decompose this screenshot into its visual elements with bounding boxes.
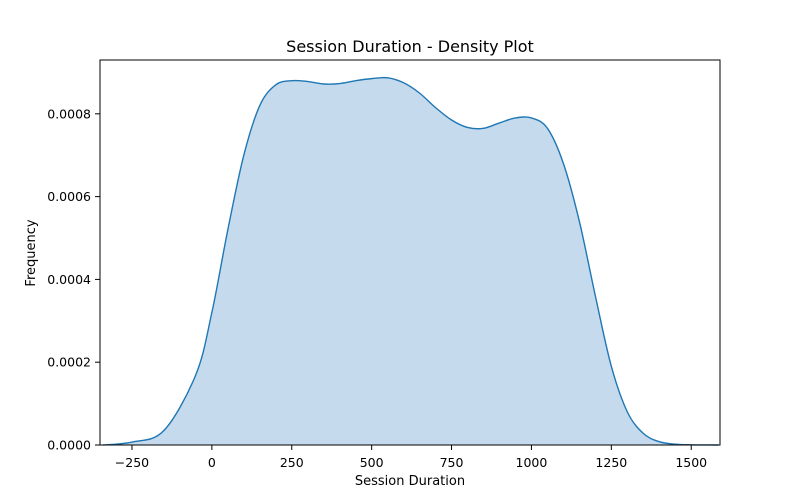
axes-frame	[99, 59, 721, 446]
x-tick-label: 1500	[675, 455, 707, 470]
y-axis: 0.0000 0.0002 0.0004 0.0006 0.0008	[47, 106, 100, 453]
y-axis-label: Frequency	[24, 219, 39, 286]
x-tick-label: 1000	[516, 455, 548, 470]
x-tick-label: 500	[360, 455, 384, 470]
y-tick-label: 0.0004	[47, 272, 91, 287]
x-tick-label: 750	[440, 455, 464, 470]
series-layer	[103, 76, 719, 446]
chart-title: Session Duration - Density Plot	[286, 37, 534, 56]
x-tick-label: 250	[280, 455, 304, 470]
y-tick-label: 0.0002	[47, 355, 91, 370]
density-line	[103, 76, 719, 446]
y-tick-label: 0.0008	[47, 106, 91, 121]
x-tick-label: 0	[208, 455, 216, 470]
x-tick-label: 1250	[595, 455, 627, 470]
x-axis-label: Session Duration	[355, 474, 465, 489]
y-tick-label: 0.0000	[47, 438, 91, 453]
x-axis: −250 0 250 500 750 1000 1250 1500	[115, 445, 707, 470]
density-area	[103, 77, 719, 445]
x-tick-label: −250	[115, 455, 149, 470]
y-tick-label: 0.0006	[47, 189, 91, 204]
